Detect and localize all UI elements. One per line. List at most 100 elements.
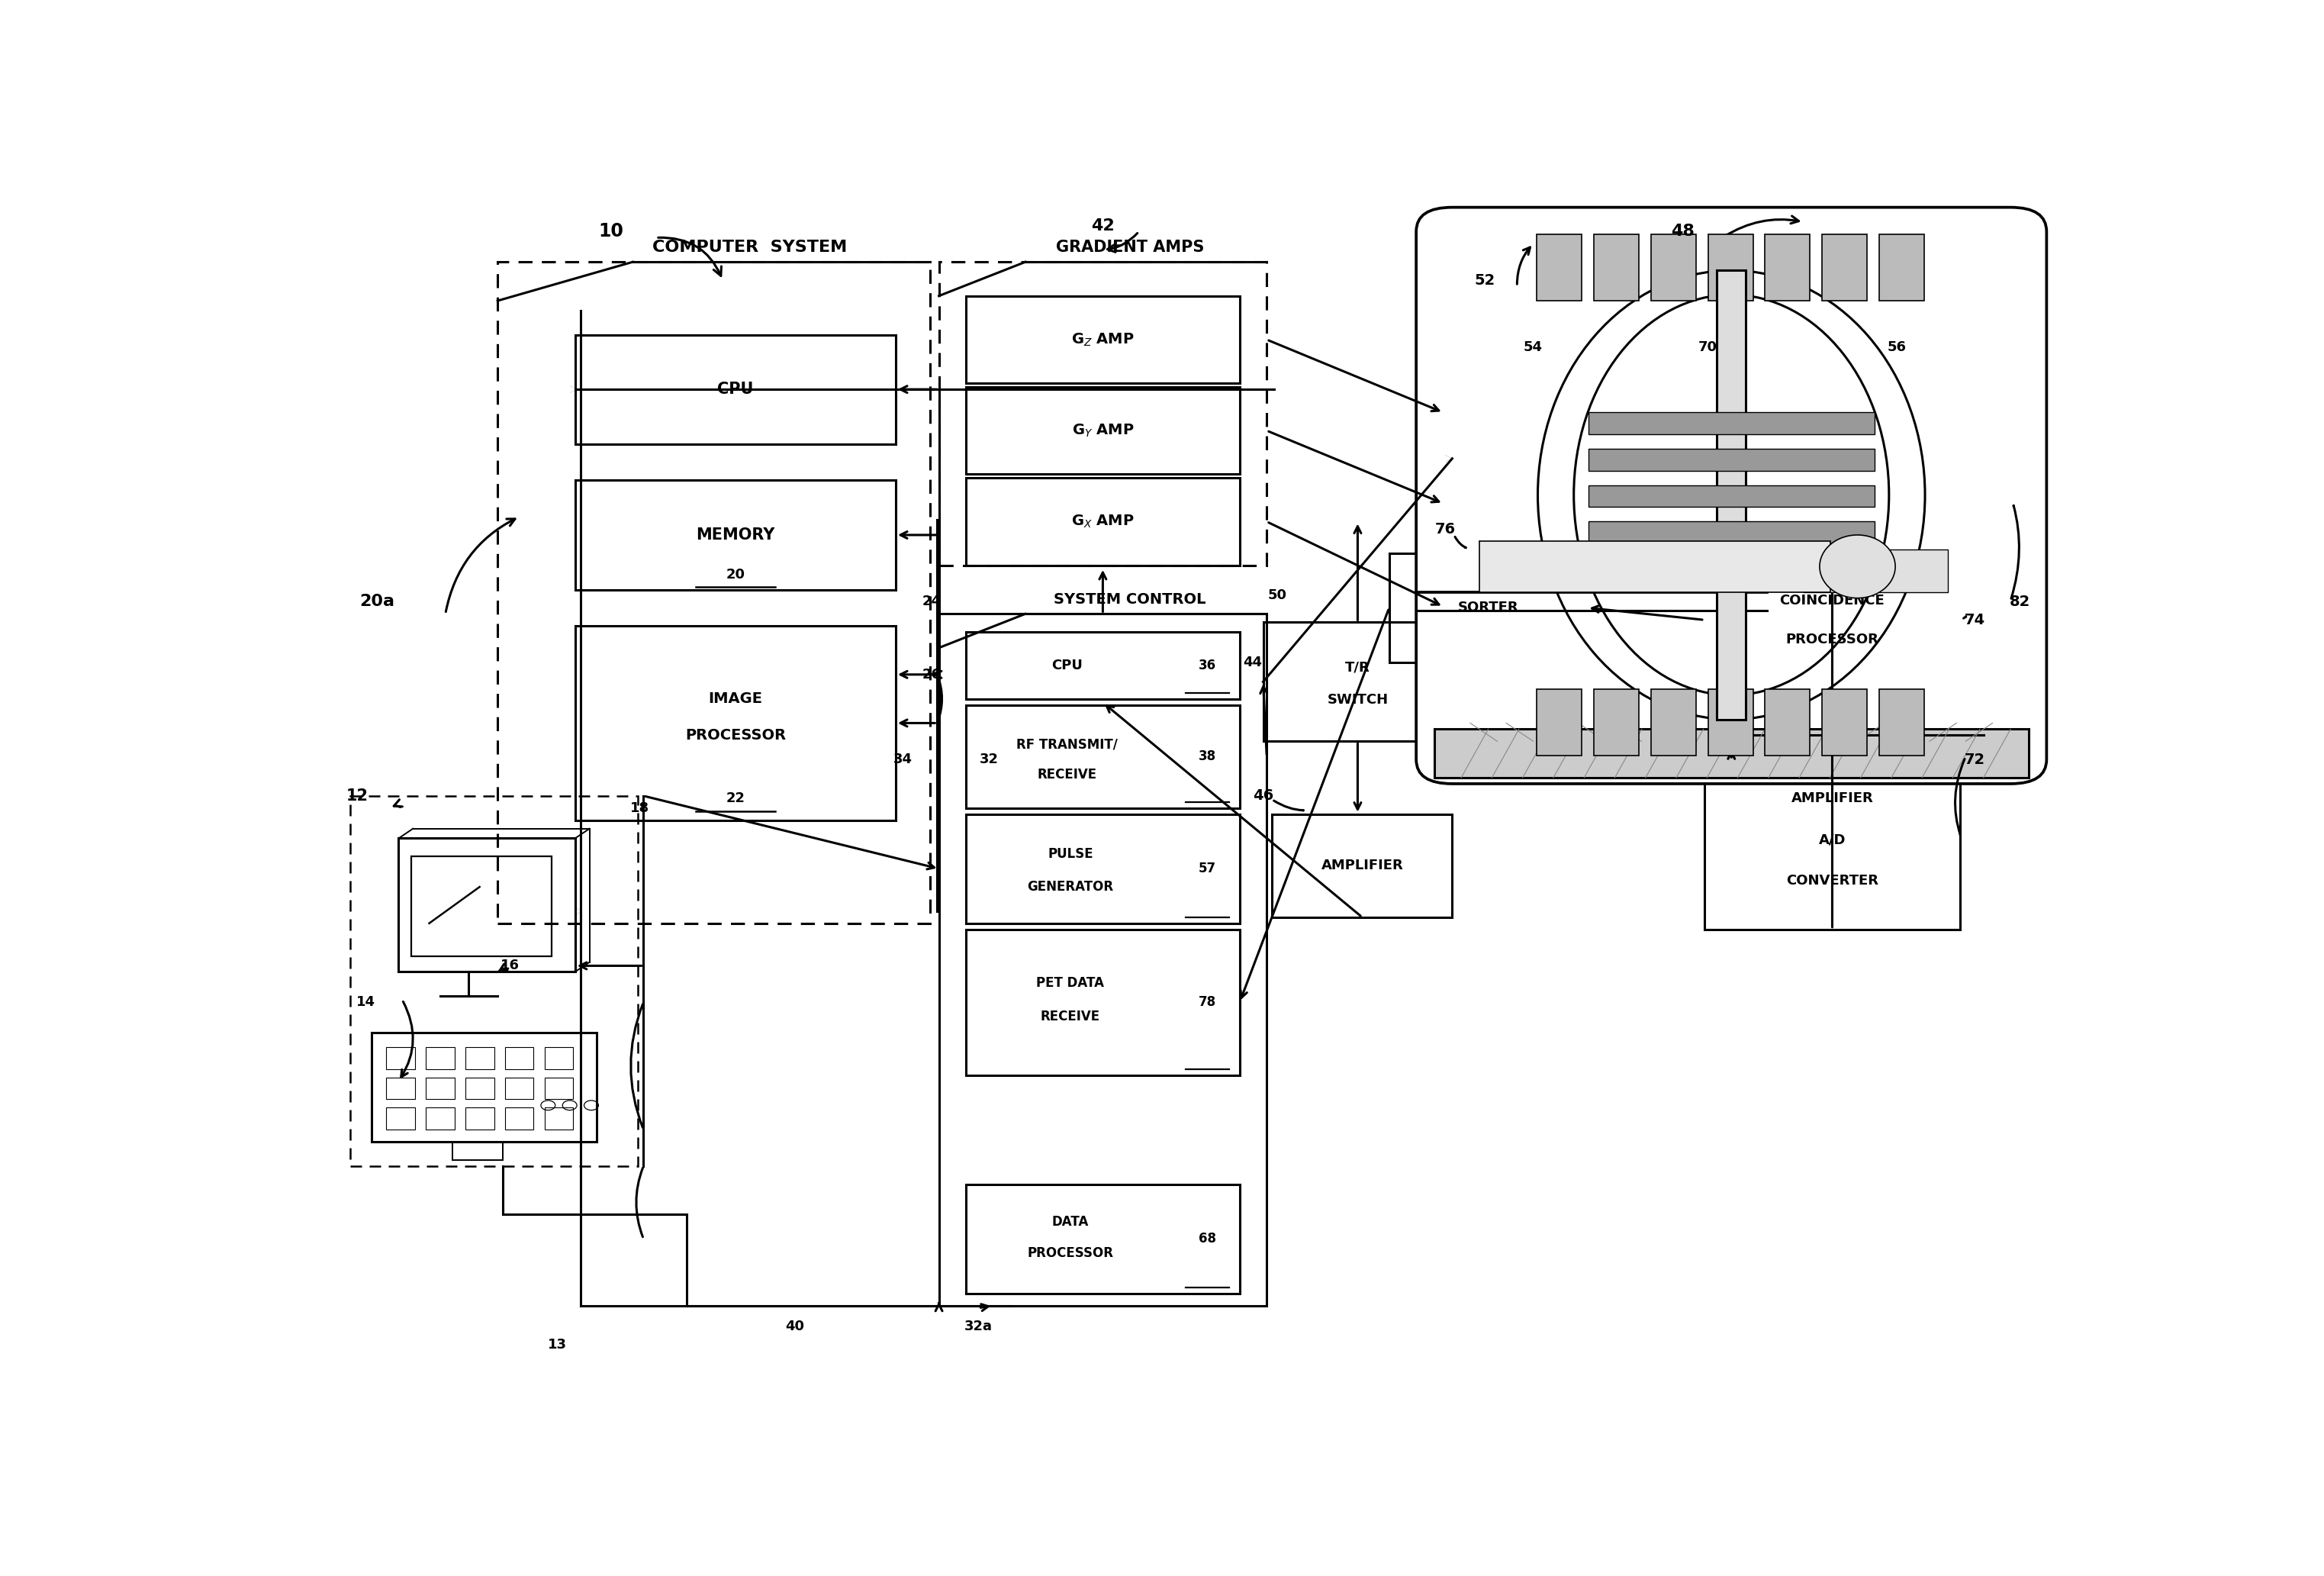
Bar [465, 1046, 495, 1069]
Bar [1717, 271, 1745, 719]
FancyArrowPatch shape [630, 1004, 644, 1127]
Bar [967, 704, 1239, 808]
Text: PET DATA: PET DATA [1037, 976, 1104, 990]
Text: 36: 36 [1199, 659, 1215, 673]
Text: 76: 76 [1434, 522, 1455, 536]
Text: G$_X$ AMP: G$_X$ AMP [1071, 514, 1134, 530]
FancyArrowPatch shape [1109, 233, 1136, 252]
Text: 32a: 32a [964, 1319, 992, 1333]
Text: COINCIDENCE: COINCIDENCE [1780, 594, 1885, 607]
Text: 52: 52 [1473, 273, 1494, 287]
Text: COMPUTER  SYSTEM: COMPUTER SYSTEM [653, 240, 848, 255]
Bar [1390, 553, 1587, 662]
Bar [1587, 449, 1875, 471]
Text: CONVERTER: CONVERTER [1787, 875, 1878, 887]
Bar [1587, 558, 1875, 580]
FancyBboxPatch shape [1415, 208, 2047, 783]
Bar [386, 1046, 414, 1069]
FancyArrowPatch shape [402, 1002, 414, 1076]
Bar [1708, 689, 1752, 756]
Text: AMPLIFIER: AMPLIFIER [1792, 791, 1873, 805]
FancyArrowPatch shape [2010, 506, 2020, 599]
Text: SYSTEM CONTROL: SYSTEM CONTROL [1053, 593, 1206, 607]
FancyArrowPatch shape [393, 799, 402, 807]
Text: PROCESSOR: PROCESSOR [1785, 632, 1878, 646]
Bar [465, 1108, 495, 1130]
Bar [351, 796, 639, 1166]
Text: 34: 34 [892, 753, 913, 766]
Text: 38: 38 [1199, 750, 1215, 763]
FancyArrowPatch shape [1724, 216, 1799, 236]
Bar [1703, 750, 1959, 930]
Bar [1650, 689, 1697, 756]
Bar [967, 388, 1239, 474]
Bar [386, 1108, 414, 1130]
FancyArrowPatch shape [1518, 247, 1529, 284]
Bar [967, 632, 1239, 698]
Text: CPU: CPU [718, 381, 753, 397]
Text: 12: 12 [346, 788, 367, 804]
Bar [465, 1078, 495, 1100]
Bar [1264, 623, 1452, 741]
Text: MEMORY: MEMORY [695, 528, 774, 542]
Bar [939, 613, 1267, 1305]
Text: 46: 46 [1253, 788, 1274, 804]
Text: PROCESSOR: PROCESSOR [686, 728, 786, 742]
Text: RECEIVE: RECEIVE [1037, 768, 1097, 782]
Bar [967, 478, 1239, 566]
Ellipse shape [1820, 534, 1896, 597]
Bar [386, 1078, 414, 1100]
Bar [1587, 485, 1875, 507]
Bar [1480, 541, 1831, 593]
Text: 72: 72 [1964, 752, 1985, 768]
FancyArrowPatch shape [1954, 760, 1964, 835]
Text: 56: 56 [1887, 340, 1906, 353]
Text: 32: 32 [981, 753, 999, 766]
FancyArrowPatch shape [1274, 801, 1304, 810]
Bar [1271, 815, 1452, 917]
Text: 70: 70 [1699, 340, 1717, 353]
Bar [544, 1108, 574, 1130]
Text: GRADIENT AMPS: GRADIENT AMPS [1055, 240, 1204, 255]
Text: GENERATOR: GENERATOR [1027, 879, 1113, 894]
Text: SORTER: SORTER [1457, 600, 1518, 615]
Text: 13: 13 [548, 1338, 567, 1351]
Bar [497, 262, 930, 924]
Bar [1434, 730, 2029, 777]
Bar [574, 334, 895, 444]
Bar [967, 1184, 1239, 1294]
Text: 50: 50 [1269, 589, 1287, 602]
Bar [967, 930, 1239, 1075]
FancyArrowPatch shape [500, 965, 507, 971]
Bar [544, 1078, 574, 1100]
Text: 22: 22 [725, 791, 746, 805]
Text: 82: 82 [2010, 594, 2029, 608]
Text: AMPLIFIER: AMPLIFIER [1320, 859, 1404, 873]
Bar [1650, 233, 1697, 301]
Bar [504, 1046, 535, 1069]
Bar [425, 1078, 456, 1100]
Text: 42: 42 [1090, 217, 1116, 233]
Text: G$_Y$ AMP: G$_Y$ AMP [1071, 422, 1134, 438]
Text: CPU: CPU [1050, 659, 1083, 673]
Bar [1587, 522, 1875, 544]
Text: RF TRANSMIT/: RF TRANSMIT/ [1016, 738, 1118, 752]
Bar [1594, 233, 1638, 301]
Text: RECEIVE: RECEIVE [1041, 1010, 1099, 1023]
Bar [967, 815, 1239, 924]
Bar [1536, 233, 1583, 301]
Bar [939, 262, 1267, 566]
Ellipse shape [1538, 271, 1924, 719]
Bar [1708, 233, 1752, 301]
Bar [1822, 233, 1866, 301]
Text: 68: 68 [1199, 1232, 1215, 1245]
Text: 44: 44 [1243, 656, 1262, 670]
Bar [1803, 550, 1948, 593]
Text: 78: 78 [1199, 996, 1215, 1009]
Bar [1880, 233, 1924, 301]
Bar [1764, 689, 1810, 756]
Bar [1587, 413, 1875, 435]
FancyArrowPatch shape [637, 1168, 644, 1237]
Bar [1764, 233, 1810, 301]
Text: 14: 14 [356, 996, 376, 1009]
